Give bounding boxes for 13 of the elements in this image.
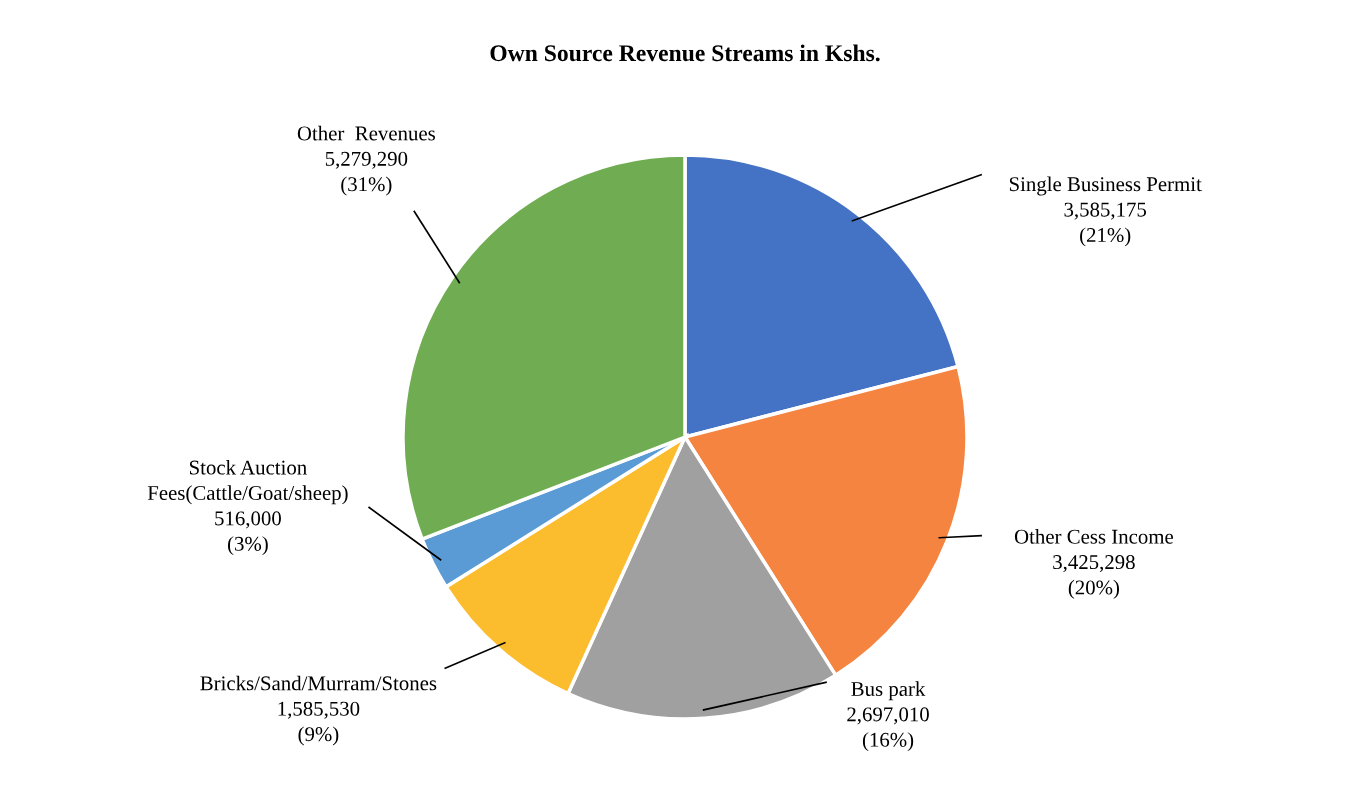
slice-label: Bus park <box>851 681 926 701</box>
data-label: 1,585,530 (9%) <box>278 701 360 746</box>
slice-label: Other Revenues <box>297 125 436 141</box>
data-label: 3,585,175 (21%) <box>1064 202 1147 247</box>
slice-label: Bricks/Sand/Murram/Stones <box>200 675 437 691</box>
slice-label: Other Cess Income <box>1014 529 1174 544</box>
slice-label: Stock Auction Fees(Cattle/Goat/sheep) <box>147 459 348 505</box>
data-label: 2,697,010 (16%) <box>847 707 929 752</box>
slice-label: Single Business Permit <box>1009 176 1202 196</box>
data-label: 5,279,290 (31%) <box>325 151 408 196</box>
chart-title: Own Source Revenue Streams in Kshs. <box>490 44 880 62</box>
data-label: 3,425,298 (20%) <box>1053 555 1135 599</box>
data-label: 516,000 (3%) <box>215 511 281 556</box>
